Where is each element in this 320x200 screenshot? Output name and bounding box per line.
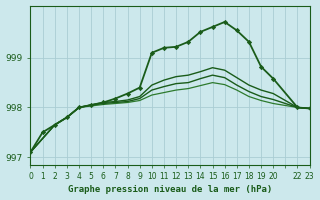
X-axis label: Graphe pression niveau de la mer (hPa): Graphe pression niveau de la mer (hPa) xyxy=(68,185,272,194)
